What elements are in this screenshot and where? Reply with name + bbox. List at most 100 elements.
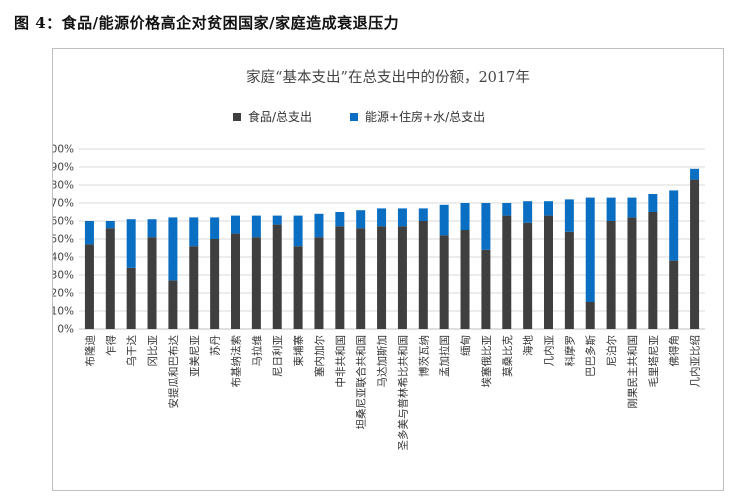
x-tick-label: 几内亚比绍 bbox=[689, 335, 702, 388]
bar-energy bbox=[627, 197, 637, 218]
bar-food bbox=[585, 302, 595, 329]
bar-food bbox=[314, 237, 324, 329]
bar-food bbox=[544, 215, 553, 329]
bar-energy bbox=[84, 221, 94, 245]
bar-energy bbox=[397, 208, 407, 227]
legend-label-food: 食品/总支出 bbox=[248, 109, 312, 124]
bar-energy bbox=[564, 199, 574, 232]
y-tick-label: 50% bbox=[53, 234, 74, 246]
bar-food bbox=[272, 224, 282, 329]
bar-food bbox=[356, 228, 366, 329]
bar-energy bbox=[126, 219, 136, 268]
y-tick-label: 80% bbox=[53, 180, 74, 192]
bar-food bbox=[690, 179, 700, 329]
figure-caption: 图 4：食品/能源价格高企对贫困国家/家庭造成衰退压力 bbox=[14, 14, 400, 32]
bar-energy bbox=[648, 194, 658, 212]
bar-food bbox=[481, 249, 491, 329]
x-tick-label: 海地 bbox=[522, 335, 535, 356]
x-tick-label: 布隆迪 bbox=[83, 335, 96, 367]
bar-food bbox=[251, 237, 261, 329]
bar-food bbox=[189, 246, 199, 329]
bar-food bbox=[627, 217, 637, 329]
y-tick-label: 40% bbox=[53, 252, 74, 264]
bar-energy bbox=[168, 217, 178, 281]
bar-food bbox=[669, 260, 679, 329]
y-tick-label: 30% bbox=[53, 270, 74, 282]
x-tick-label: 马拉维 bbox=[250, 335, 263, 367]
bar-food bbox=[606, 221, 616, 329]
x-tick-label: 苏丹 bbox=[209, 335, 222, 356]
bar-energy bbox=[481, 203, 491, 250]
bar-energy bbox=[377, 208, 387, 227]
x-tick-label: 科摩罗 bbox=[563, 335, 576, 367]
x-axis-ticks: 布隆迪 乍得 乌干达 冈比亚 安提瓜和巴布达 亚美尼亚 苏丹 布基纳法索 马拉维 尼日利亚 柬埔寨塞… bbox=[83, 335, 701, 451]
x-tick-label: 尼泊尔 bbox=[605, 335, 618, 367]
legend-swatch-energy bbox=[350, 113, 358, 121]
x-tick-label: 亚美尼亚 bbox=[188, 335, 201, 377]
y-tick-label: 10% bbox=[53, 306, 74, 318]
bar-food bbox=[397, 226, 407, 329]
bar-energy bbox=[418, 208, 428, 221]
bar-energy bbox=[293, 215, 303, 247]
y-tick-label: 90% bbox=[53, 162, 74, 174]
bar-energy bbox=[251, 215, 261, 238]
bar-food bbox=[564, 231, 574, 329]
bar-food bbox=[502, 215, 512, 329]
x-tick-label: 埃塞俄比亚 bbox=[480, 335, 493, 388]
bar-energy bbox=[147, 219, 157, 238]
y-tick-label: 60% bbox=[53, 216, 74, 228]
bar-energy bbox=[189, 217, 199, 247]
x-tick-label: 马达加斯加 bbox=[376, 335, 389, 388]
x-tick-label: 孟加拉国 bbox=[438, 335, 451, 377]
legend-swatch-food bbox=[233, 113, 241, 121]
x-tick-label: 几内亚 bbox=[543, 335, 556, 367]
bar-energy bbox=[523, 201, 533, 223]
y-tick-label: 20% bbox=[53, 288, 74, 300]
x-tick-label: 乌干达 bbox=[125, 335, 138, 367]
x-tick-label: 缅甸 bbox=[459, 335, 472, 356]
x-tick-label: 冈比亚 bbox=[146, 335, 159, 367]
bar-food bbox=[377, 226, 387, 329]
bar-energy bbox=[439, 204, 449, 236]
bar-food bbox=[126, 267, 136, 329]
bar-energy bbox=[502, 203, 512, 216]
bar-food bbox=[648, 212, 658, 329]
y-axis-ticks: 0% 10% 20% 30% 40% 50% 60% 70% 80% 90% 100% bbox=[53, 144, 74, 336]
bar-energy bbox=[356, 210, 366, 229]
bar-food bbox=[231, 233, 240, 329]
bar-energy bbox=[544, 201, 553, 216]
chart-title: 家庭“基本支出”在总支出中的份额，2017年 bbox=[246, 69, 530, 86]
x-tick-label: 佛得角 bbox=[668, 335, 681, 367]
bar-food bbox=[293, 246, 303, 329]
bar-energy bbox=[231, 215, 240, 234]
bar-energy bbox=[585, 197, 595, 302]
x-tick-label: 乍得 bbox=[104, 335, 117, 356]
x-tick-label: 柬埔寨 bbox=[292, 335, 305, 367]
bar-food bbox=[460, 230, 470, 329]
y-tick-label: 100% bbox=[53, 144, 74, 156]
bar-food bbox=[105, 228, 115, 329]
bar-food bbox=[168, 280, 178, 329]
bar-energy bbox=[210, 217, 220, 239]
gridlines bbox=[79, 148, 705, 330]
x-tick-label: 博茨瓦纳 bbox=[417, 335, 430, 377]
bar-food bbox=[523, 222, 533, 329]
x-tick-label: 尼日利亚 bbox=[272, 335, 284, 377]
x-tick-label: 圣多美与普林希比共和国 bbox=[396, 335, 409, 451]
bar-food bbox=[210, 239, 220, 329]
bar-energy bbox=[335, 212, 345, 227]
bar-energy bbox=[669, 190, 679, 261]
bar-food bbox=[418, 221, 428, 329]
stacked-bar-chart: 家庭“基本支出”在总支出中的份额，2017年 食品/总支出 能源+住房+水/总支… bbox=[53, 69, 705, 451]
bar-energy bbox=[272, 215, 282, 225]
y-tick-label: 70% bbox=[53, 198, 74, 210]
bar-food bbox=[335, 226, 345, 329]
bar-energy bbox=[690, 168, 700, 180]
x-tick-label: 塞内加尔 bbox=[313, 335, 326, 377]
bar-food bbox=[84, 244, 94, 329]
x-tick-label: 中非共和国 bbox=[334, 335, 347, 388]
bar-energy bbox=[606, 197, 616, 221]
legend-label-energy: 能源+住房+水/总支出 bbox=[365, 109, 485, 124]
bars bbox=[84, 168, 700, 329]
bar-food bbox=[439, 235, 449, 329]
